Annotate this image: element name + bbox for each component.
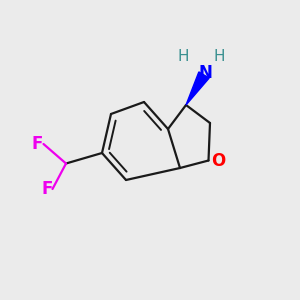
Text: H: H [213,50,225,64]
Text: F: F [41,180,53,198]
Text: N: N [199,64,212,82]
Text: F: F [31,135,43,153]
Text: O: O [211,152,225,169]
Polygon shape [186,72,209,105]
Text: H: H [177,50,189,64]
